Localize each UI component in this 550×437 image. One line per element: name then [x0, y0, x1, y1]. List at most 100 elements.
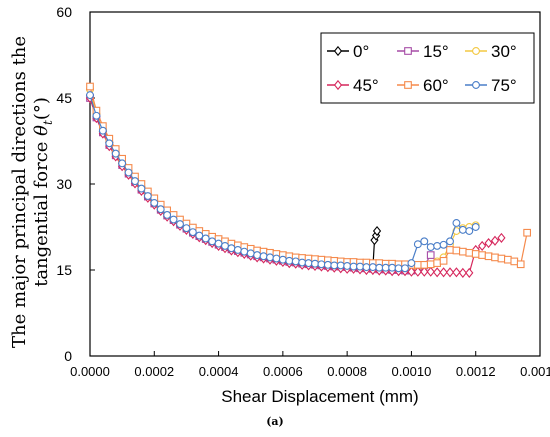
- data-point: [420, 266, 429, 277]
- data-point: [188, 228, 197, 237]
- legend-label: 45°: [353, 76, 379, 95]
- data-point: [458, 267, 467, 278]
- data-point: [323, 260, 332, 269]
- legend-item: 15°: [397, 42, 449, 61]
- data-point: [317, 260, 326, 269]
- data-point: [372, 225, 382, 237]
- data-point: [291, 257, 300, 266]
- data-point: [439, 256, 448, 265]
- legend-label: 0°: [353, 42, 369, 61]
- data-point: [208, 237, 217, 246]
- x-tick-label: 0.0004: [199, 364, 239, 379]
- legend-swatch-marker: [404, 47, 412, 55]
- data-point: [86, 91, 94, 100]
- data-point: [356, 262, 364, 271]
- data-point: [143, 192, 152, 200]
- x-tick-label: 0.0006: [263, 364, 303, 379]
- data-point: [86, 82, 94, 91]
- data-point: [311, 259, 319, 268]
- data-point: [182, 224, 191, 233]
- data-point: [433, 267, 442, 278]
- data-point: [465, 248, 474, 257]
- data-point: [169, 215, 178, 224]
- data-point: [253, 251, 262, 260]
- data-point: [285, 256, 294, 265]
- data-point: [304, 259, 313, 268]
- data-point: [465, 267, 474, 278]
- data-point: [439, 240, 448, 249]
- data-point: [420, 260, 429, 269]
- data-point: [150, 198, 159, 207]
- y-tick-label: 60: [56, 4, 72, 20]
- y-tick-label: 15: [56, 262, 72, 278]
- data-point: [368, 263, 377, 272]
- data-point: [131, 177, 139, 186]
- data-point: [426, 266, 435, 277]
- data-point: [484, 252, 493, 261]
- axis-ticks: 0.0000 0.0002 0.0004 0.0006 0.0008 0.0010 0.00…: [56, 4, 550, 379]
- legend-swatch-marker: [472, 81, 480, 89]
- x-axis-label: Shear Displacement (mm): [221, 387, 419, 406]
- data-point: [349, 262, 358, 271]
- legend-item: 75°: [465, 76, 517, 95]
- data-point: [272, 254, 281, 263]
- data-point: [452, 267, 461, 278]
- data-point: [362, 263, 371, 272]
- data-point: [407, 259, 416, 268]
- x-tick-label: 0.0000: [70, 364, 110, 379]
- y-tick-label: 45: [56, 90, 72, 106]
- data-point: [433, 259, 441, 267]
- y-tick-label: 30: [56, 176, 72, 192]
- legend-item: 60°: [397, 76, 449, 95]
- series-4: [86, 82, 531, 269]
- data-point: [259, 252, 268, 261]
- data-point: [124, 168, 133, 177]
- data-point: [176, 220, 184, 229]
- data-point: [298, 258, 307, 267]
- data-point: [484, 237, 493, 249]
- data-point: [478, 251, 486, 259]
- data-point: [388, 263, 397, 272]
- data-point: [156, 205, 165, 214]
- data-point: [394, 264, 403, 273]
- data-point: [343, 262, 352, 270]
- data-point: [446, 237, 454, 246]
- data-point: [98, 126, 107, 135]
- data-point: [465, 227, 474, 235]
- data-point: [240, 247, 249, 256]
- data-point: [439, 267, 448, 278]
- legend-box: [320, 32, 535, 104]
- data-point: [471, 223, 480, 231]
- data-point: [446, 246, 454, 254]
- data-point: [458, 225, 467, 234]
- data-point: [137, 184, 146, 193]
- data-point: [420, 237, 429, 246]
- data-point: [221, 241, 229, 250]
- data-point: [491, 253, 499, 262]
- y-axis-label-line-1: The major principal directions the: [9, 35, 31, 349]
- legend-item: 45°: [327, 76, 379, 95]
- data-point: [413, 240, 422, 249]
- data-point: [471, 250, 480, 258]
- data-point: [118, 159, 127, 168]
- data-point: [497, 254, 506, 263]
- data-point: [516, 260, 525, 269]
- legend-label: 15°: [423, 42, 449, 61]
- legend: 0° 15° 30° 45° 60° 75°: [320, 32, 535, 104]
- data-point: [407, 266, 416, 277]
- data-point: [381, 263, 390, 272]
- y-tick-label: 0: [64, 348, 72, 364]
- legend-label: 60°: [423, 76, 449, 95]
- figure-caption: (a): [266, 415, 284, 428]
- data-point: [426, 243, 435, 252]
- data-point: [452, 219, 461, 227]
- legend-label: 30°: [491, 42, 517, 61]
- data-point: [336, 261, 345, 270]
- x-tick-label: 0.0002: [134, 364, 174, 379]
- legend-swatch-marker: [472, 47, 480, 55]
- legend-swatch-marker: [404, 81, 412, 89]
- data-point: [266, 253, 274, 262]
- legend-swatch-marker: [333, 79, 343, 91]
- series-layer: [85, 82, 531, 278]
- data-point: [510, 257, 519, 266]
